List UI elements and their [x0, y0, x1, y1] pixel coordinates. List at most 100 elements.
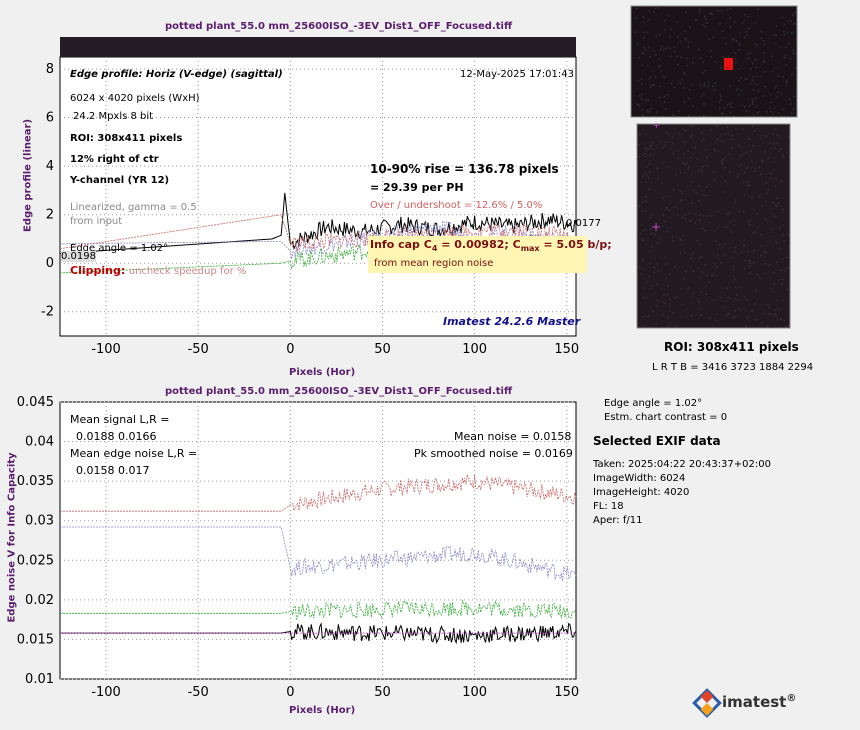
noise-pixel — [775, 96, 778, 98]
noise-pixel — [754, 231, 756, 233]
noise-pixel — [782, 211, 784, 213]
noise-pixel — [698, 219, 701, 221]
noise-pixel — [721, 162, 723, 165]
noise-pixel — [677, 63, 679, 66]
series-line — [60, 474, 577, 512]
noise-pixel — [727, 133, 730, 135]
noise-pixel — [775, 204, 777, 206]
noise-pixel — [634, 31, 637, 34]
noise-pixel — [666, 46, 669, 48]
noise-pixel — [743, 259, 746, 262]
info-cap-text-b: = 0.00982; C — [437, 238, 521, 251]
noise-pixel — [732, 268, 734, 271]
clipping-label: Clipping: — [70, 264, 126, 277]
noise-pixel — [673, 189, 675, 191]
noise-pixel — [700, 132, 703, 134]
bottom-series — [60, 474, 577, 645]
noise-pixel — [747, 166, 749, 168]
noise-pixel — [793, 52, 795, 55]
noise-pixel — [781, 283, 783, 285]
noise-pixel — [738, 42, 740, 44]
noise-pixel — [772, 272, 775, 274]
noise-pixel — [658, 236, 661, 238]
noise-pixel — [784, 269, 786, 272]
noise-pixel — [705, 159, 708, 162]
noise-pixel — [780, 318, 782, 321]
noise-pixel — [787, 245, 790, 248]
noise-pixel — [645, 99, 647, 101]
noise-pixel — [733, 278, 736, 280]
noise-pixel — [649, 160, 651, 162]
noise-pixel — [744, 78, 746, 80]
noise-pixel — [645, 111, 648, 113]
noise-pixel — [769, 141, 771, 144]
top-plot-header-bar — [60, 37, 576, 57]
noise-pixel — [694, 147, 696, 149]
x-tick-label: 50 — [374, 685, 391, 700]
linearized-source: from input — [70, 216, 123, 227]
noise-pixel — [747, 250, 749, 253]
noise-pixel — [738, 298, 740, 301]
noise-pixel — [708, 221, 711, 224]
noise-pixel — [692, 296, 694, 299]
noise-pixel — [664, 220, 666, 223]
noise-pixel — [731, 102, 734, 104]
noise-pixel — [779, 248, 781, 250]
noise-pixel — [656, 111, 658, 113]
noise-pixel — [647, 148, 650, 150]
y-tick-label: -2 — [41, 305, 54, 320]
noise-pixel — [669, 273, 671, 275]
noise-pixel — [724, 254, 726, 256]
noise-pixel — [682, 162, 684, 164]
noise-pixel — [722, 112, 724, 115]
noise-pixel — [642, 175, 644, 177]
noise-pixel — [672, 312, 674, 314]
noise-pixel — [770, 177, 772, 180]
noise-pixel — [743, 210, 745, 213]
noise-pixel — [647, 18, 650, 21]
image-mpxls: 24.2 Mpxls 8 bit — [73, 111, 154, 122]
right-edge-angle: Edge angle = 1.02° — [604, 398, 703, 409]
noise-pixel — [779, 150, 781, 153]
noise-pixel — [763, 40, 765, 42]
noise-pixel — [786, 267, 789, 270]
noise-pixel — [642, 154, 644, 156]
noise-pixel — [715, 137, 717, 140]
noise-pixel — [742, 153, 744, 156]
noise-pixel — [663, 101, 666, 103]
noise-pixel — [764, 151, 766, 153]
y-tick-label: 0.02 — [25, 593, 54, 608]
noise-pixel — [676, 55, 678, 58]
noise-pixel — [662, 225, 664, 227]
noise-pixel — [673, 46, 675, 49]
noise-pixel — [665, 47, 667, 50]
x-tick-label: 150 — [554, 685, 579, 700]
noise-pixel — [694, 222, 696, 224]
noise-pixel — [766, 220, 769, 223]
noise-pixel — [641, 316, 643, 319]
noise-pixel — [709, 317, 711, 319]
noise-pixel — [680, 316, 682, 318]
noise-pixel — [662, 314, 665, 316]
noise-pixel — [676, 295, 678, 298]
noise-pixel — [732, 275, 735, 278]
noise-pixel — [757, 8, 760, 11]
noise-pixel — [754, 22, 756, 25]
noise-pixel — [737, 143, 740, 146]
noise-pixel — [757, 226, 759, 228]
noise-pixel — [703, 264, 706, 266]
noise-pixel — [772, 132, 774, 135]
noise-pixel — [713, 299, 716, 302]
noise-pixel — [671, 236, 673, 238]
noise-pixel — [651, 285, 653, 288]
noise-pixel — [681, 243, 683, 246]
noise-pixel — [692, 105, 694, 107]
noise-pixel — [645, 165, 648, 168]
mean-signal-label: Mean signal L,R = — [70, 413, 170, 426]
noise-pixel — [775, 42, 777, 45]
noise-pixel — [775, 34, 777, 36]
noise-pixel — [776, 299, 779, 302]
noise-pixel — [660, 140, 662, 143]
noise-pixel — [650, 233, 653, 235]
noise-pixel — [748, 138, 750, 141]
